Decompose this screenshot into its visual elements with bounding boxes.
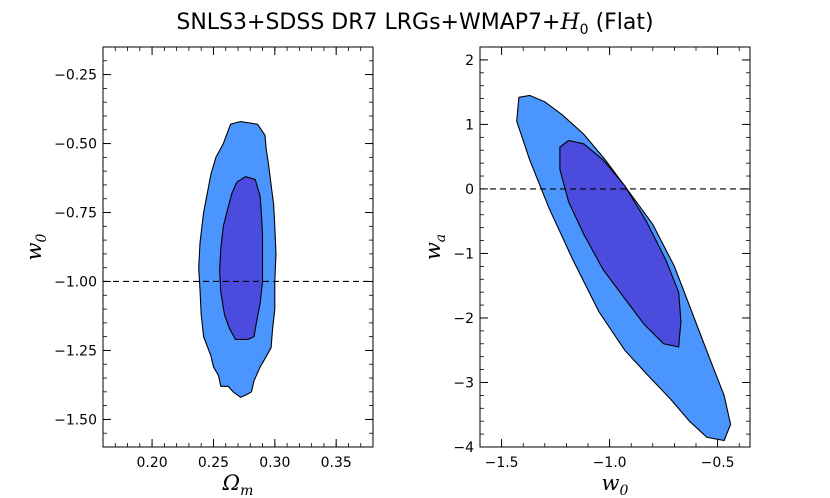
right-xlabel: w0 bbox=[602, 471, 629, 498]
right-ytick-label: −3 bbox=[453, 375, 474, 391]
left-xtick-label: 0.20 bbox=[137, 455, 168, 471]
right-ytick-label: 1 bbox=[465, 117, 474, 133]
left-ytick-label: −1.25 bbox=[54, 343, 97, 359]
right-axes-frame bbox=[479, 46, 751, 448]
left-ytick-label: −0.25 bbox=[54, 68, 97, 84]
left-panel: 0.20 0.25 0.30 0.35 −1.50 −1.25 −1.00 −0.75 −0.5… bbox=[22, 46, 374, 498]
left-xtick-label: 0.30 bbox=[259, 455, 290, 471]
right-xtick-label: −1.0 bbox=[593, 455, 627, 471]
left-xtick-label: 0.35 bbox=[321, 455, 352, 471]
left-ytick-label: −0.75 bbox=[54, 206, 97, 222]
left-ytick-label: −0.50 bbox=[54, 137, 97, 153]
right-ytick-label: 0 bbox=[465, 182, 474, 198]
left-xlabel: Ωm bbox=[222, 471, 254, 498]
right-ytick-label: 2 bbox=[465, 53, 474, 69]
right-xtick-label: −1.5 bbox=[485, 455, 519, 471]
left-ytick-label: −1.00 bbox=[54, 274, 97, 290]
right-panel: −1.5 −1.0 −0.5 −4 −3 −2 −1 0 1 2 w0 wa bbox=[421, 46, 751, 498]
right-xtick-label: −0.5 bbox=[701, 455, 735, 471]
figure-title: SNLS3+SDSS DR7 LRGs+WMAP7+H0 (Flat) bbox=[176, 10, 653, 38]
left-contour-68 bbox=[219, 176, 264, 340]
right-ytick-label: −1 bbox=[453, 246, 474, 262]
left-xtick-label: 0.25 bbox=[198, 455, 229, 471]
right-ytick-label: −2 bbox=[453, 311, 474, 327]
right-ytick-label: −4 bbox=[453, 440, 474, 456]
right-contour-68 bbox=[559, 139, 682, 348]
left-ylabel: w0 bbox=[22, 233, 50, 260]
right-ylabel: wa bbox=[421, 234, 449, 260]
left-ytick-label: −1.50 bbox=[54, 412, 97, 428]
